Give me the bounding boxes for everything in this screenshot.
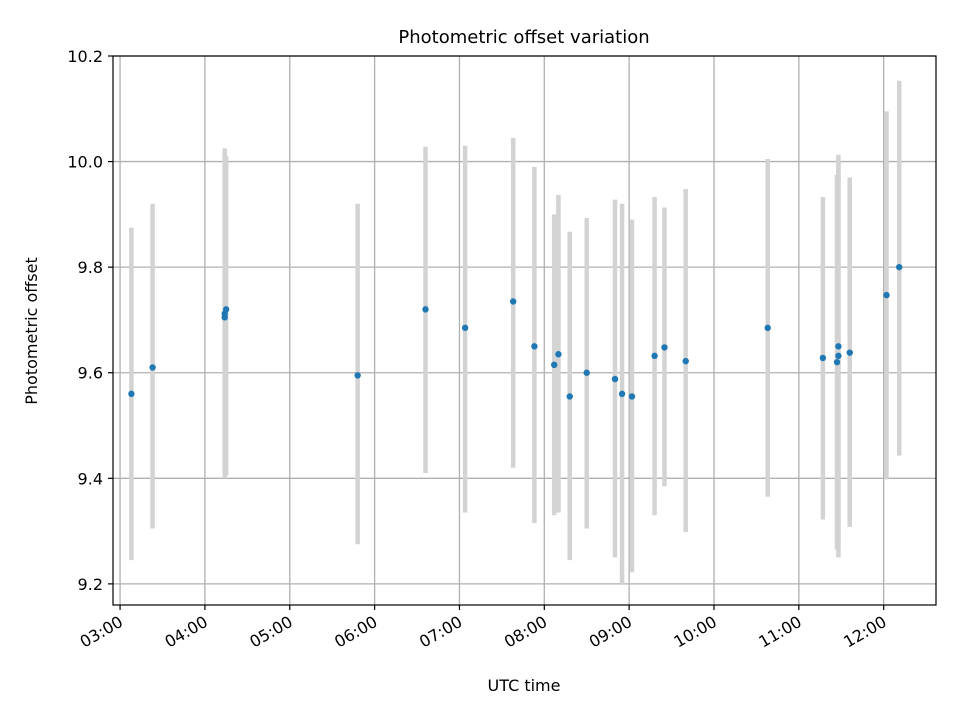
data-point (835, 352, 842, 360)
data-point (531, 343, 538, 350)
data-point (611, 375, 619, 383)
data-point (651, 352, 658, 360)
data-point (149, 364, 156, 371)
grid (113, 55, 936, 605)
y-axis: 9.2 9.4 9.6 9.8 10.0 10.2 (67, 47, 113, 594)
data-point (618, 390, 626, 398)
data-point (846, 349, 853, 356)
data-point (661, 344, 668, 351)
data-points (128, 263, 903, 400)
data-point (550, 361, 558, 369)
data-point (835, 343, 842, 350)
data-point (422, 306, 429, 313)
y-axis-title: Photometric offset (22, 257, 41, 405)
data-point (555, 351, 562, 358)
plot-frame (112, 55, 937, 606)
data-point (628, 393, 636, 400)
y-tick-label: 9.4 (78, 469, 103, 488)
data-point (583, 369, 590, 376)
data-point (128, 390, 135, 398)
data-point (682, 357, 689, 365)
data-point (509, 298, 517, 305)
y-tick-label: 9.2 (78, 575, 103, 594)
y-tick-label: 10.0 (67, 153, 103, 172)
data-point (819, 354, 827, 362)
data-point (222, 306, 230, 313)
data-point (764, 324, 771, 332)
data-point (896, 263, 903, 271)
x-axis-title: UTC time (488, 676, 561, 695)
data-point (461, 324, 469, 332)
data-point (354, 372, 361, 379)
data-point (883, 291, 890, 299)
data-point (566, 393, 573, 400)
y-tick-label: 9.8 (78, 258, 103, 277)
chart-title: Photometric offset variation (398, 27, 649, 48)
y-tick-label: 9.6 (78, 364, 103, 383)
data-point (833, 358, 841, 366)
y-tick-label: 10.2 (67, 47, 103, 66)
